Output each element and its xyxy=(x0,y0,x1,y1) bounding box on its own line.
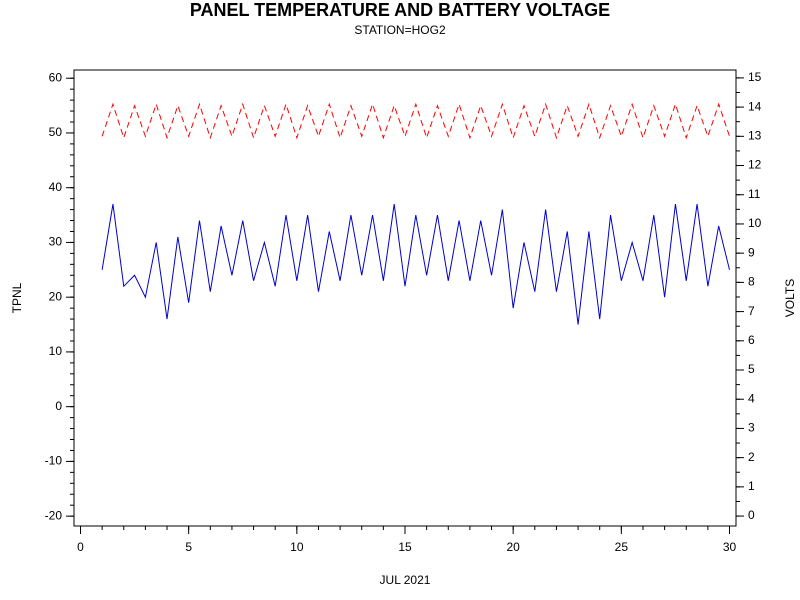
y2-tick-label: 15 xyxy=(748,70,762,84)
y-tick-label: 0 xyxy=(55,399,62,413)
x-tick-label: 30 xyxy=(723,540,737,554)
y2-tick-label: 12 xyxy=(748,158,762,172)
series-line xyxy=(101,204,730,325)
y-tick-label: 40 xyxy=(49,180,63,194)
y2-tick-label: 8 xyxy=(748,275,755,289)
series-line xyxy=(101,102,730,140)
y2-tick-label: 3 xyxy=(748,421,755,435)
y2-tick-label: 9 xyxy=(748,245,755,259)
y2-tick-label: 6 xyxy=(748,333,755,347)
y-tick-label: 50 xyxy=(49,125,63,139)
chart-title: PANEL TEMPERATURE AND BATTERY VOLTAGE xyxy=(190,0,610,20)
x-tick-label: 10 xyxy=(290,540,304,554)
y2-tick-label: 10 xyxy=(748,216,762,230)
y-tick-label: 10 xyxy=(49,344,63,358)
y2-tick-label: 13 xyxy=(748,128,762,142)
y-tick-label: 60 xyxy=(49,70,63,84)
x-tick-label: 20 xyxy=(506,540,520,554)
y2-tick-label: 1 xyxy=(748,479,755,493)
y2-tick-label: 0 xyxy=(748,508,755,522)
x-axis-label: JUL 2021 xyxy=(380,573,431,587)
y-axis-label: TPNL xyxy=(10,282,24,313)
y-tick-label: 30 xyxy=(49,235,63,249)
y2-tick-label: 4 xyxy=(748,391,755,405)
x-tick-label: 0 xyxy=(77,540,84,554)
y2-tick-label: 2 xyxy=(748,450,755,464)
y-tick-label: 20 xyxy=(49,289,63,303)
x-tick-label: 5 xyxy=(185,540,192,554)
y2-tick-label: 14 xyxy=(748,99,762,113)
y-tick-label: -20 xyxy=(45,508,63,522)
x-tick-label: 25 xyxy=(615,540,629,554)
y-tick-label: -10 xyxy=(45,454,63,468)
y2-axis-label: VOLTS xyxy=(783,279,797,317)
x-tick-label: 15 xyxy=(398,540,412,554)
chart-subtitle: STATION=HOG2 xyxy=(354,23,446,37)
plot-frame xyxy=(73,69,737,527)
y2-tick-label: 11 xyxy=(748,187,761,201)
y2-tick-label: 5 xyxy=(748,362,755,376)
y2-tick-label: 7 xyxy=(748,304,755,318)
